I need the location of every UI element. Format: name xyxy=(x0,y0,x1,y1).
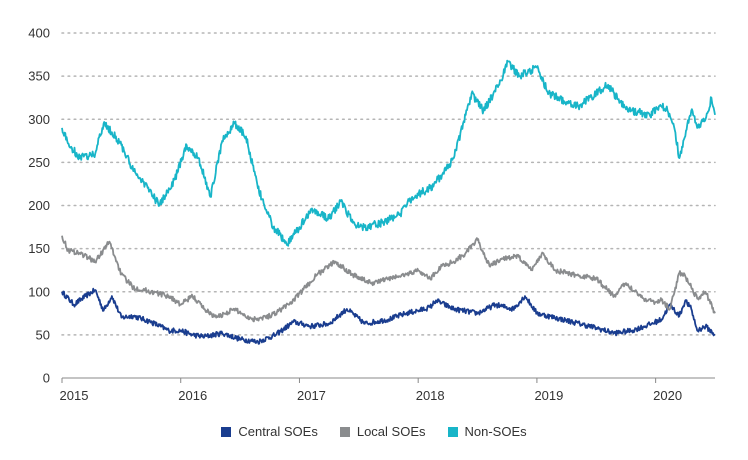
x-tick-label: 2016 xyxy=(178,388,207,403)
legend-item-central-soes: Central SOEs xyxy=(221,424,318,439)
x-tick-label: 2018 xyxy=(416,388,445,403)
y-tick-label: 0 xyxy=(43,371,50,386)
grid-lines xyxy=(61,32,716,336)
y-tick-label: 250 xyxy=(28,155,50,170)
y-tick-label: 100 xyxy=(28,284,50,299)
y-tick-label: 350 xyxy=(28,69,50,84)
y-tick-label: 150 xyxy=(28,241,50,256)
x-tick-label: 2019 xyxy=(534,388,563,403)
legend-item-non-soes: Non-SOEs xyxy=(447,424,527,439)
legend: Central SOEs Local SOEs Non-SOEs xyxy=(0,424,748,439)
y-axis-ticks: 0 50 100 150 200 250 300 350 400 xyxy=(28,26,50,386)
series-line-non-soes xyxy=(61,59,716,247)
series-line-central-soes xyxy=(61,287,716,345)
y-tick-label: 400 xyxy=(28,26,50,41)
series-lines xyxy=(61,59,716,345)
legend-item-local-soes: Local SOEs xyxy=(339,424,426,439)
y-tick-label: 200 xyxy=(28,198,50,213)
y-tick-label: 300 xyxy=(28,112,50,127)
x-tick-label: 2015 xyxy=(60,388,89,403)
x-tick-label: 2020 xyxy=(653,388,682,403)
legend-label-local-soes: Local SOEs xyxy=(356,424,426,439)
x-axis-ticks: 2015 2016 2017 2018 2019 2020 xyxy=(60,378,682,403)
x-tick-label: 2017 xyxy=(297,388,326,403)
legend-label-central-soes: Central SOEs xyxy=(238,424,318,439)
y-tick-label: 50 xyxy=(36,327,50,342)
legend-swatch-local-soes xyxy=(339,426,350,437)
legend-swatch-central-soes xyxy=(221,426,232,437)
legend-swatch-non-soes xyxy=(447,426,458,437)
legend-label-non-soes: Non-SOEs xyxy=(464,424,527,439)
series-line-local-soes xyxy=(61,235,716,323)
